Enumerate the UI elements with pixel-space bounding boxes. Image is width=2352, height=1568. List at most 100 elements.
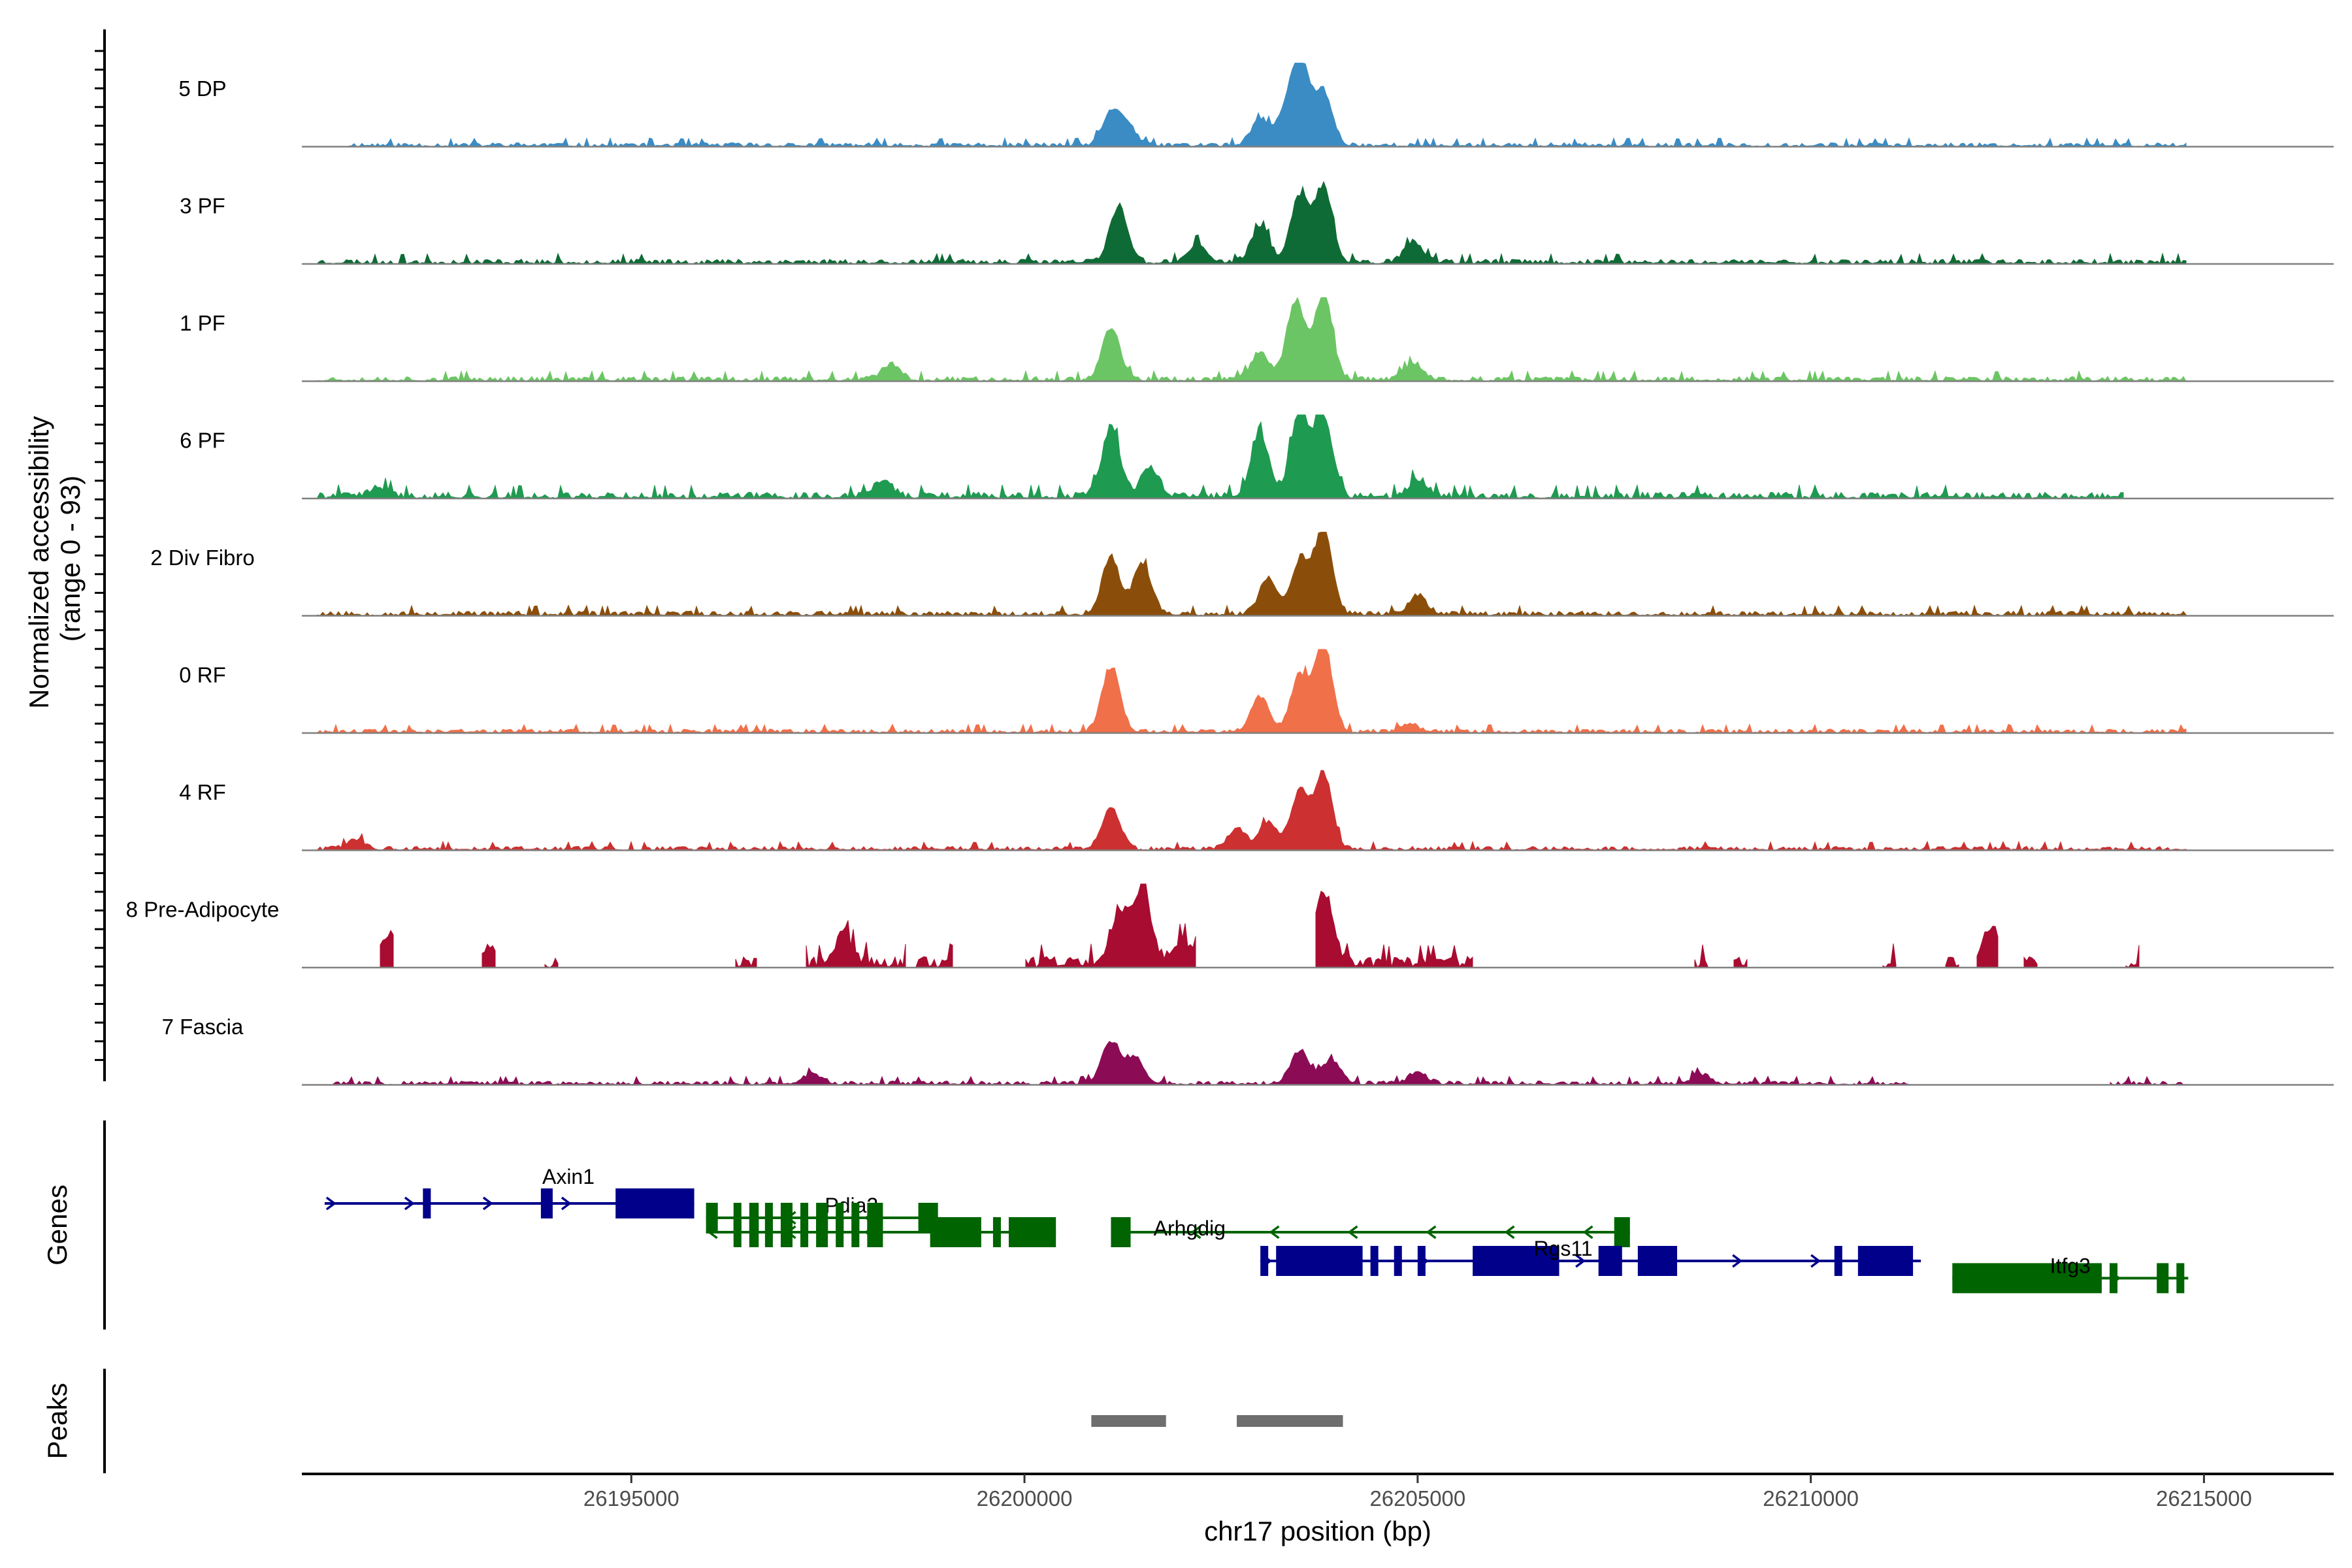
strand-arrow	[1504, 1225, 1515, 1239]
track-label: 5 DP	[178, 76, 226, 101]
gene-arhgdig: Arhgdig	[1111, 1217, 1630, 1247]
coverage-area	[317, 297, 2187, 382]
gene-exon	[816, 1203, 828, 1233]
coverage-area	[380, 883, 2140, 968]
gene-exon	[1370, 1246, 1379, 1276]
track-7-fascia: 7 Fascia	[162, 1015, 2334, 1086]
gene-label: Arhgdig	[1154, 1217, 1226, 1240]
coverage-tracks: 5 DP 3 PF 1 PF 6 PF 2 Div Fibro 0 RF 4 RF 8 Pre…	[126, 63, 2334, 1086]
peak-regions	[1091, 1415, 1343, 1427]
track-label: 3 PF	[180, 194, 225, 218]
gene-exon	[615, 1188, 694, 1218]
x-axis-ticks: 26195000 26200000 26205000 26210000 26215000	[583, 1474, 2252, 1511]
track-label: 6 PF	[180, 429, 225, 453]
gene-exon	[918, 1203, 938, 1233]
track-label: 2 Div Fibro	[150, 546, 255, 570]
y-axis-title-line2: (range 0 - 93)	[55, 476, 86, 642]
track-2-div-fibro: 2 Div Fibro	[150, 532, 2334, 617]
gene-exon	[1952, 1263, 2102, 1294]
peaks-panel: Peaks	[42, 1369, 1343, 1473]
gene-exon	[1394, 1246, 1402, 1276]
track-5-dp: 5 DP	[178, 63, 2334, 148]
gene-exon	[2109, 1263, 2118, 1294]
track-0-rf: 0 RF	[179, 649, 2334, 734]
gene-label: Itfg3	[2050, 1254, 2091, 1277]
gene-exon	[930, 1217, 981, 1247]
gene-axin1: Axin1	[324, 1165, 694, 1218]
gene-exon	[1276, 1246, 1363, 1276]
gene-exon	[423, 1188, 431, 1218]
track-label: 1 PF	[180, 311, 225, 335]
strand-arrow	[1269, 1225, 1280, 1239]
y-axis-title: Normalized accessibility (range 0 - 93)	[24, 408, 86, 709]
coverage-area	[348, 63, 2187, 148]
gene-exon	[1857, 1246, 1914, 1276]
x-tick-label: 26200000	[977, 1486, 1073, 1511]
coverage-area	[317, 532, 2187, 617]
coverage-area	[317, 180, 2187, 265]
gene-exon	[540, 1188, 553, 1218]
strand-arrow	[1426, 1225, 1437, 1239]
strand-arrow	[1732, 1254, 1743, 1268]
gene-rgs11: Rgs11	[1260, 1237, 1921, 1276]
peak-1	[1091, 1415, 1166, 1427]
gene-exon	[2157, 1263, 2169, 1294]
strand-arrow	[1582, 1225, 1593, 1239]
track-label: 4 RF	[179, 780, 226, 804]
gene-exon	[1473, 1246, 1560, 1276]
gene-exon	[1834, 1246, 1842, 1276]
gene-exon	[1598, 1246, 1622, 1276]
x-tick-label: 26205000	[1369, 1486, 1465, 1511]
track-label: 0 RF	[179, 663, 226, 687]
y-axis-title-line1: Normalized accessibility	[24, 416, 54, 709]
gene-exon	[1614, 1217, 1630, 1247]
strand-arrow	[1347, 1225, 1358, 1239]
x-tick-label: 26195000	[583, 1486, 679, 1511]
gene-exon	[1260, 1246, 1269, 1276]
track-6-pf: 6 PF	[180, 414, 2334, 500]
gene-exon	[867, 1203, 883, 1233]
coverage-panel: Normalized accessibility (range 0 - 93) …	[24, 29, 2334, 1086]
track-4-rf: 4 RF	[179, 770, 2334, 851]
track-label: 8 Pre-Adipocyte	[126, 898, 280, 922]
strand-arrow	[1575, 1254, 1586, 1268]
gene-exon	[780, 1203, 793, 1233]
gene-exon	[706, 1203, 718, 1233]
gene-exon	[1417, 1246, 1426, 1276]
gene-exon	[1637, 1246, 1678, 1276]
track-label: 7 Fascia	[162, 1015, 244, 1039]
track-8-pre-adipocyte: 8 Pre-Adipocyte	[126, 883, 2334, 969]
gene-exon	[733, 1203, 742, 1233]
gene-exon	[992, 1217, 1001, 1247]
gene-exon	[749, 1203, 759, 1233]
x-tick-label: 26210000	[1763, 1486, 1859, 1511]
gene-panel: Genes Axin1Pdia2ArhgdigRgs11Itfg3	[42, 1120, 2189, 1330]
strand-arrow	[1810, 1254, 1821, 1268]
gene-exon	[1009, 1217, 1056, 1247]
gene-exon	[764, 1203, 773, 1233]
x-axis-title: chr17 position (bp)	[1204, 1516, 1431, 1546]
strand-arrow	[561, 1196, 572, 1211]
strand-arrow	[1190, 1225, 1201, 1239]
coverage-y-ticks	[95, 50, 105, 1061]
gene-pdia2b	[706, 1203, 938, 1233]
genes-track-title: Genes	[42, 1184, 73, 1266]
peaks-track-title: Peaks	[42, 1383, 73, 1460]
x-axis: 26195000 26200000 26205000 26210000 26215000…	[302, 1473, 2334, 1546]
gene-exon	[851, 1203, 860, 1233]
gene-models: Axin1Pdia2ArhgdigRgs11Itfg3	[324, 1165, 2189, 1294]
gene-exon	[836, 1203, 844, 1233]
gene-label: Rgs11	[1533, 1237, 1592, 1260]
gene-exon	[1111, 1217, 1131, 1247]
gene-exon	[800, 1203, 809, 1233]
peak-2	[1237, 1415, 1343, 1427]
track-3-pf: 3 PF	[180, 180, 2334, 265]
x-tick-label: 26215000	[2156, 1486, 2252, 1511]
strand-arrow	[404, 1196, 415, 1211]
track-1-pf: 1 PF	[180, 297, 2334, 382]
gene-exon	[2176, 1263, 2185, 1294]
strand-arrow	[325, 1196, 336, 1211]
strand-arrow	[482, 1196, 493, 1211]
